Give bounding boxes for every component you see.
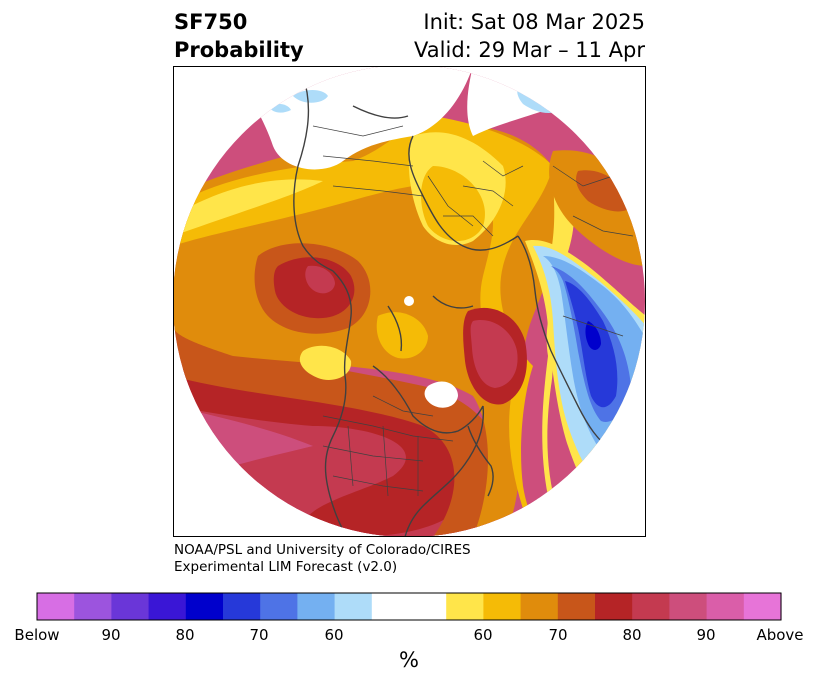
tick-label-below-70: 70 <box>249 626 269 644</box>
colorbar-swatch <box>706 593 745 620</box>
product-label: Probability <box>174 38 304 62</box>
tick-label-below: Below <box>14 626 60 644</box>
colorbar-swatch <box>37 593 75 620</box>
tick-label-above-70: 70 <box>548 626 568 644</box>
probability-fill <box>173 66 645 537</box>
political-borders <box>312 125 634 497</box>
colorbar-swatch <box>371 593 410 620</box>
colorbar-swatch <box>223 593 261 620</box>
tick-label-below-80: 80 <box>175 626 195 644</box>
map-title: SF750 Probability <box>174 8 304 64</box>
colorbar-frame <box>36 592 782 621</box>
credit-line-1: NOAA/PSL and University of Colorado/CIRE… <box>174 542 471 558</box>
tick-label-above: Above <box>756 626 804 644</box>
colorbar-swatch <box>111 593 150 620</box>
colorbar <box>36 592 782 621</box>
colorbar-unit: % <box>399 648 419 672</box>
forecast-dates: Init: Sat 08 Mar 2025 Valid: 29 Mar – 11… <box>414 8 645 64</box>
tick-label-below-90: 90 <box>101 626 121 644</box>
tick-label-above-90: 90 <box>696 626 716 644</box>
colorbar-swatch <box>185 593 224 620</box>
colorbar-swatch <box>520 593 559 620</box>
colorbar-swatch <box>483 593 522 620</box>
colorbar-swatch <box>260 593 298 620</box>
colorbar-swatch <box>743 593 782 620</box>
credit: NOAA/PSL and University of Colorado/CIRE… <box>174 542 471 576</box>
colorbar-swatch <box>148 593 187 620</box>
colorbar-swatch <box>409 593 447 620</box>
init-date: Init: Sat 08 Mar 2025 <box>423 10 645 34</box>
variable-label: SF750 <box>174 10 248 34</box>
colorbar-swatch <box>595 593 633 620</box>
tick-label-above-80: 80 <box>622 626 642 644</box>
colorbar-swatch <box>74 593 112 620</box>
colorbar-swatch <box>334 593 373 620</box>
tick-label-above-60: 60 <box>473 626 493 644</box>
tick-label-below-60: 60 <box>324 626 344 644</box>
credit-line-2: Experimental LIM Forecast (v2.0) <box>174 559 398 575</box>
valid-range: Valid: 29 Mar – 11 Apr <box>414 38 645 62</box>
colorbar-swatch <box>557 593 596 620</box>
coastlines <box>293 75 644 537</box>
colorbar-swatch <box>669 593 708 620</box>
colorbar-swatch <box>632 593 670 620</box>
map-frame <box>173 66 646 537</box>
forecast-map <box>173 66 646 537</box>
colorbar-swatch <box>297 593 336 620</box>
colorbar-swatch <box>446 593 484 620</box>
